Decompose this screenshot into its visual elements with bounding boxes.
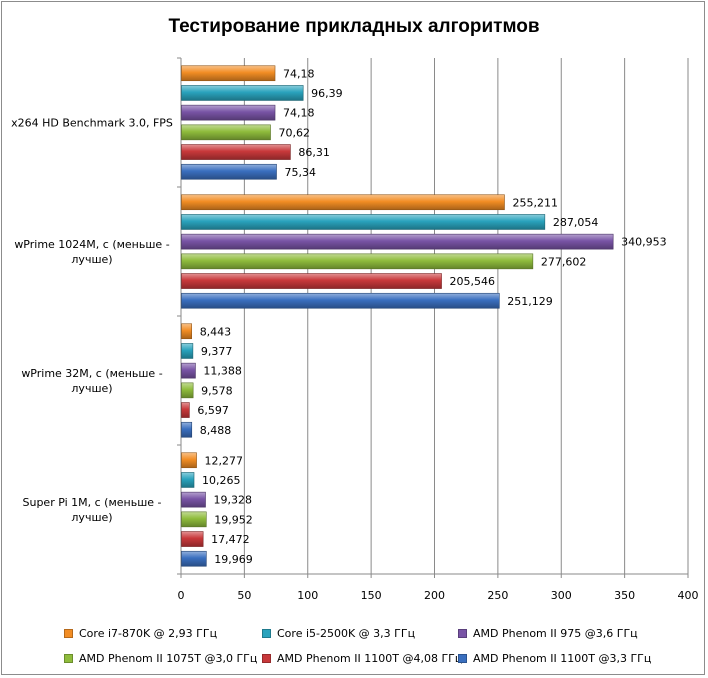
bar <box>181 491 206 508</box>
data-label: 255,211 <box>512 196 558 209</box>
legend-swatch <box>64 654 73 663</box>
data-label: 12,277 <box>205 454 244 467</box>
x-tick-label: 200 <box>424 589 445 602</box>
data-label: 86,31 <box>298 146 330 159</box>
category-label: wPrime 32M, с (меньше - <box>21 367 162 380</box>
bar <box>181 292 500 309</box>
data-label: 17,472 <box>211 533 250 546</box>
legend-item: AMD Phenom II 1075T @3,0 ГГц <box>64 652 257 665</box>
bar <box>181 421 193 438</box>
category-label: лучше) <box>71 511 112 524</box>
bar <box>181 382 194 399</box>
chart-title: Тестирование прикладных алгоритмов <box>168 16 540 37</box>
bar <box>181 402 190 418</box>
bar <box>181 104 276 121</box>
data-label: 75,34 <box>284 166 316 179</box>
bar <box>181 253 534 270</box>
legend-swatch <box>262 629 271 638</box>
legend-label: AMD Phenom II 1100T @4,08 ГГц <box>277 652 463 665</box>
legend-item: AMD Phenom II 1100T @4,08 ГГц <box>262 652 462 665</box>
x-tick-label: 250 <box>487 589 508 602</box>
bar <box>181 144 291 160</box>
data-label: 8,488 <box>200 424 232 437</box>
data-label: 251,129 <box>507 295 553 308</box>
legend-label: Core i5-2500K @ 3,3 ГГц <box>277 627 416 640</box>
legend-label: AMD Phenom II 1075T @3,0 ГГц <box>79 652 258 665</box>
x-tick-label: 100 <box>297 589 318 602</box>
chart-legend: Core i7-870K @ 2,93 ГГц Core i5-2500K @ 3… <box>2 622 706 672</box>
data-label: 10,265 <box>202 474 241 487</box>
category-label: лучше) <box>71 253 112 266</box>
legend-swatch <box>64 629 73 638</box>
data-label: 9,578 <box>201 384 233 397</box>
bar <box>181 214 546 230</box>
x-tick-label: 300 <box>551 589 572 602</box>
legend-item: AMD Phenom II 975 @3,6 ГГц <box>458 627 638 640</box>
category-label: лучше) <box>71 382 112 395</box>
bar <box>181 194 505 211</box>
data-label: 8,443 <box>200 325 232 338</box>
bar <box>181 233 614 250</box>
bar <box>181 343 194 359</box>
data-label: 205,546 <box>450 275 496 288</box>
bar <box>181 273 442 289</box>
category-label: Super Pi 1M, с (меньше - <box>22 496 161 509</box>
data-label: 277,602 <box>541 255 587 268</box>
legend-item: Core i5-2500K @ 3,3 ГГц <box>262 627 415 640</box>
bar <box>181 85 304 101</box>
x-tick-label: 0 <box>178 589 185 602</box>
legend-swatch <box>458 629 467 638</box>
category-label: wPrime 1024M, с (меньше - <box>14 238 169 251</box>
bar <box>181 163 277 180</box>
legend-label: AMD Phenom II 1100T @3,3 ГГц <box>473 652 652 665</box>
bar <box>181 65 276 82</box>
data-label: 96,39 <box>311 87 343 100</box>
category-label: x264 HD Benchmark 3.0, FPS <box>11 117 173 130</box>
data-label: 287,054 <box>553 216 599 229</box>
legend-label: Core i7-870K @ 2,93 ГГц <box>79 627 218 640</box>
bar <box>181 323 193 340</box>
bar <box>181 531 204 547</box>
x-tick-label: 150 <box>361 589 382 602</box>
bar <box>181 511 207 528</box>
data-label: 19,952 <box>214 513 253 526</box>
data-label: 74,18 <box>283 67 315 80</box>
legend-label: AMD Phenom II 975 @3,6 ГГц <box>473 627 638 640</box>
data-label: 70,62 <box>279 126 311 139</box>
bar <box>181 124 271 141</box>
bar <box>181 550 207 567</box>
data-label: 11,388 <box>203 365 242 378</box>
x-tick-label: 350 <box>614 589 635 602</box>
data-label: 6,597 <box>197 404 229 417</box>
data-label: 19,969 <box>214 553 253 566</box>
data-label: 340,953 <box>621 236 667 249</box>
data-label: 9,377 <box>201 345 233 358</box>
bar <box>181 472 195 488</box>
data-label: 19,328 <box>213 494 252 507</box>
x-tick-label: 50 <box>237 589 251 602</box>
bar <box>181 452 197 469</box>
legend-item: AMD Phenom II 1100T @3,3 ГГц <box>458 652 651 665</box>
legend-swatch <box>262 654 271 663</box>
bar-chart: 0 50 100 150 200 250 300 350 400 x264 HD Benchmar… <box>11 57 699 602</box>
data-label: 74,18 <box>283 107 315 120</box>
bar <box>181 362 196 379</box>
x-tick-label: 400 <box>678 589 699 602</box>
legend-swatch <box>458 654 467 663</box>
legend-item: Core i7-870K @ 2,93 ГГц <box>64 627 217 640</box>
